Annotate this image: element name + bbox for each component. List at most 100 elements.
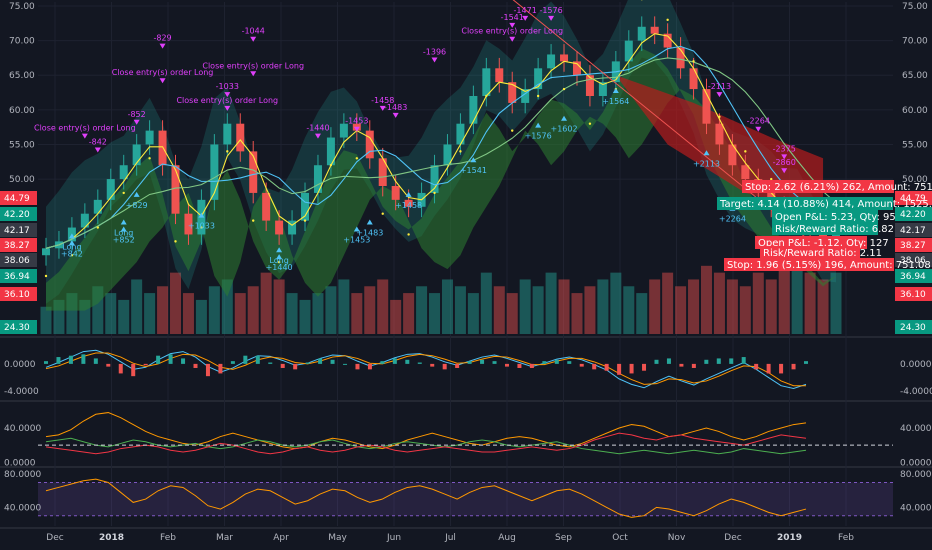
candle-body [80,213,89,228]
candle-body [404,199,413,207]
volume-bar [92,286,104,334]
macd-histogram-bar [729,358,734,364]
price-tag-right-value: 36.94 [900,272,926,282]
volume-bar [182,293,194,334]
volume-bar [467,293,479,334]
macd-histogram-bar [617,363,622,375]
macd-histogram-bar [380,361,385,364]
candle-body [521,89,530,103]
price-axis-tick-left: 75.00 [9,2,35,12]
macd-histogram-bar [517,363,522,368]
volume-bar [662,272,674,334]
x-tick-label: Oct [612,533,628,543]
volume-bar [726,279,738,334]
adx-axis-tick-right: 40.0000 [900,424,932,434]
exit-arrow-icon [94,147,101,153]
macd-axis-tick-right: -4.0000 [900,387,932,397]
macd-histogram-bar [554,359,559,364]
volume-bar [791,259,803,334]
entry-label: +1602 [551,125,578,134]
macd-histogram-bar [355,363,360,370]
macd-histogram-bar [804,361,808,364]
volume-bar [144,293,156,334]
candle-body [145,130,154,145]
price-tag-right [895,253,932,267]
price-tag-left [0,191,37,205]
volume-bar [545,272,557,334]
price-tag-right [895,191,932,205]
price-axis-tick-left: 50.00 [9,175,35,185]
volume-bar [273,279,285,334]
entry-label: Long [62,242,81,251]
adx-pane[interactable] [38,412,893,455]
macd-histogram-bar [666,358,671,364]
sar-dot [303,219,307,222]
exit-label: -842 [89,137,107,146]
macd-histogram-bar [754,363,759,370]
exit-arrow-icon [224,92,231,98]
position-box [772,222,878,235]
volume-bar [480,272,492,334]
exit-label: -1576 [539,6,562,15]
entry-label: +1453 [343,235,370,244]
cloud-bull [46,48,836,311]
sar-dot [200,226,203,229]
x-tick-label: Feb [160,533,176,543]
x-tick-label: 2019 [777,533,802,543]
macd-histogram-bar [392,358,397,364]
sar-dot [44,274,48,278]
macd-histogram-bar [56,357,61,364]
sar-dot [329,164,333,167]
price-tag-right-value: 24.30 [900,323,926,333]
price-tag-left [0,320,37,334]
sar-dot [122,191,125,195]
macd-pane[interactable] [44,349,808,389]
price-tag-right-value: 36.10 [900,290,926,300]
exit-arrow-icon [224,105,231,111]
volume-bar [157,286,169,334]
macd-histogram-bar [430,363,435,367]
entry-arrow-icon [120,226,127,232]
price-tag-left-value: 42.17 [4,226,30,236]
price-axis-tick-right: 70.00 [902,37,928,47]
candle-body [223,123,232,145]
exit-arrow-icon [250,36,257,42]
sar-dot [277,260,281,264]
candle-body [210,144,219,200]
sar-dot [381,212,384,215]
candle-body [676,47,685,69]
price-tag-right [895,223,932,237]
macd-histogram-bar [604,363,609,371]
price-tag-right [895,320,932,334]
macd-histogram-bar [305,362,310,364]
rsi-pane[interactable] [38,478,893,518]
volume-bar [66,293,78,334]
sar-dot [252,219,255,222]
x-tick-label: Dec [724,533,741,543]
position-box-text: Open P&L: -1.12, Qty: 127 [758,238,889,249]
price-axis-tick-right: 50.00 [902,175,928,185]
volume-bar [571,293,583,334]
exit-label: Close entry(s) order Long [112,68,214,77]
volume-bar [739,286,751,334]
position-box-text: Open P&L: 5.23, Qty: 95 [775,212,896,223]
price-pane[interactable] [40,0,842,334]
volume-bar [105,293,117,334]
price-tag-right-value: 42.20 [900,210,926,220]
price-tag-left-value: 38.06 [4,256,30,266]
candle-body [236,123,245,152]
volume-bar [623,286,635,334]
price-tag-right-value: 44.79 [900,194,926,204]
candle-body [132,144,141,166]
macd-histogram-bar [44,361,48,364]
volume-bar [131,279,143,334]
candle-body [572,61,581,76]
x-tick-label: Nov [668,533,686,543]
candle-body [184,213,193,235]
macd-histogram-bar [592,363,597,370]
sar-dot [459,150,462,153]
volume-bar [584,286,596,334]
exit-arrow-icon [159,78,166,84]
